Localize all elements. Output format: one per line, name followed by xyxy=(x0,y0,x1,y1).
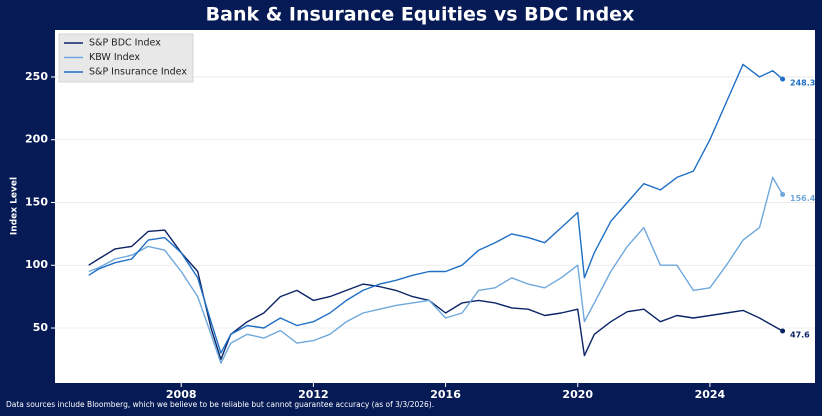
x-tick-label: 2016 xyxy=(430,388,461,401)
footnote: Data sources include Bloomberg, which we… xyxy=(6,400,434,409)
x-tick-label: 2020 xyxy=(562,388,593,401)
end-marker xyxy=(780,76,786,82)
series-line xyxy=(88,176,784,364)
x-tick-label: 2012 xyxy=(298,388,329,401)
y-axis-label: Index Level xyxy=(10,177,20,235)
end-label: 47.6 xyxy=(790,331,810,340)
chart-title: Bank & Insurance Equities vs BDC Index xyxy=(206,4,635,26)
y-tick-label: 200 xyxy=(25,133,48,146)
y-tick-label: 100 xyxy=(25,258,48,271)
y-tick-label: 250 xyxy=(25,70,48,83)
end-marker xyxy=(780,328,786,334)
legend-label: S&P Insurance Index xyxy=(89,67,187,78)
legend-label: KBW Index xyxy=(89,52,140,63)
y-tick-label: 50 xyxy=(33,321,49,334)
end-marker xyxy=(780,191,786,197)
plot-area xyxy=(55,30,815,383)
x-tick-label: 2008 xyxy=(166,388,197,401)
end-label: 156.4 xyxy=(790,194,816,203)
series-line xyxy=(88,63,784,354)
x-tick-label: 2024 xyxy=(695,388,726,401)
legend-label: S&P BDC Index xyxy=(89,38,161,49)
y-tick-label: 150 xyxy=(25,195,48,208)
end-label: 248.3 xyxy=(790,79,815,88)
